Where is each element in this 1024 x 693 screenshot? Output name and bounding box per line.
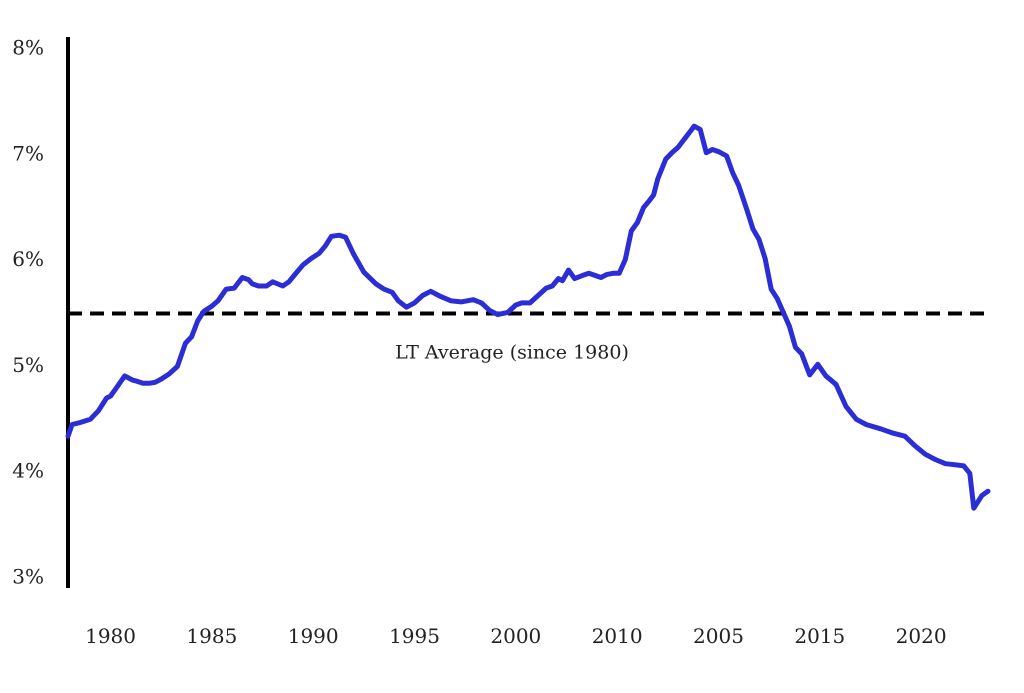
x-tick-label: 1980 [85,624,136,648]
x-tick-labels: 1980 1985 1990 1995 2000 2010 2005 2015 2020 [85,624,946,648]
y-tick-label: 3% [12,565,44,589]
x-tick-label: 1995 [389,624,440,648]
x-tick-label: 2005 [693,624,744,648]
y-tick-label: 7% [12,141,44,165]
y-tick-label: 5% [12,353,44,377]
x-tick-label: 1985 [186,624,237,648]
series-line [65,123,991,511]
x-tick-label: 1990 [288,624,339,648]
lt-average-label: LT Average (since 1980) [395,342,629,364]
y-tick-label: 8% [12,36,44,60]
y-tick-label: 6% [12,247,44,271]
x-tick-label: 2020 [896,624,947,648]
x-tick-label: 2015 [794,624,845,648]
y-tick-labels: 3% 4% 5% 6% 7% 8% [12,36,44,589]
x-tick-label: 2010 [592,624,643,648]
y-tick-label: 4% [12,459,44,483]
x-tick-label: 2000 [490,624,541,648]
